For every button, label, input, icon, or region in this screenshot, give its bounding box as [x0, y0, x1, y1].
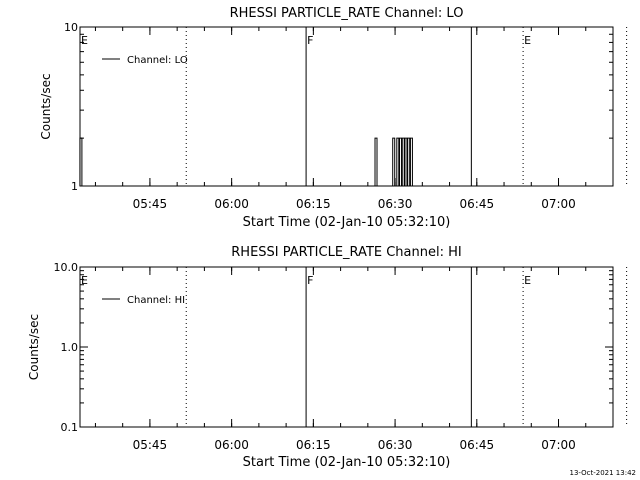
event-flag-label: E [81, 34, 88, 47]
y-tick-label: 0.1 [61, 421, 79, 434]
data-spike [396, 137, 400, 186]
event-flag-label: E [524, 34, 531, 47]
legend-label: Channel: HI [127, 295, 185, 306]
event-flag-label: E [81, 274, 88, 287]
data-spike [374, 137, 378, 186]
y-tick-label: 1.0 [61, 341, 79, 354]
data-spike [399, 137, 403, 186]
x-tick-label: 07:00 [541, 197, 576, 211]
event-flag-label: F [307, 274, 313, 287]
x-tick-label: 06:45 [460, 438, 495, 452]
y-axis-label: Counts/sec [27, 314, 41, 380]
y-tick-label: 10.0 [54, 261, 79, 274]
x-tick-label: 06:30 [378, 197, 413, 211]
y-tick-label: 10 [64, 21, 78, 34]
x-tick-label: 06:15 [296, 438, 331, 452]
x-tick-label: 06:45 [460, 197, 495, 211]
panel-lo: RHESSI PARTICLE_RATE Channel: LO 1 10 05:45… [39, 6, 628, 230]
panel-hi: RHESSI PARTICLE_RATE Channel: HI 0.1 1.0 10… [27, 245, 628, 470]
x-axis-label: Start Time (02-Jan-10 05:32:10) [243, 215, 451, 230]
y-tick-label: 1 [71, 180, 78, 193]
x-tick-label: 07:00 [541, 438, 576, 452]
legend-label: Channel: LO [127, 55, 188, 66]
x-axis-label: Start Time (02-Jan-10 05:32:10) [243, 455, 451, 470]
data-spike [404, 137, 408, 186]
x-tick-label: 06:15 [296, 197, 331, 211]
data-spike [401, 137, 405, 186]
chart-title: RHESSI PARTICLE_RATE Channel: LO [230, 6, 464, 21]
y-axis-label: Counts/sec [39, 73, 53, 139]
plot-frame [79, 26, 614, 187]
data-spike [79, 137, 83, 186]
event-flag-label: E [524, 274, 531, 287]
x-tick-label: 06:30 [378, 438, 413, 452]
chart-title: RHESSI PARTICLE_RATE Channel: HI [231, 245, 461, 260]
x-tick-label: 06:00 [214, 438, 249, 452]
x-tick-label: 05:45 [133, 197, 168, 211]
data-spike [407, 137, 411, 186]
event-flag-label: F [307, 34, 313, 47]
footer-timestamp: 13-Oct-2021 13:42 [570, 469, 636, 477]
x-tick-label: 05:45 [133, 438, 168, 452]
x-tick-label: 06:00 [214, 197, 249, 211]
data-spike [392, 137, 396, 186]
data-spike [409, 137, 413, 186]
plot-frame [79, 266, 614, 428]
